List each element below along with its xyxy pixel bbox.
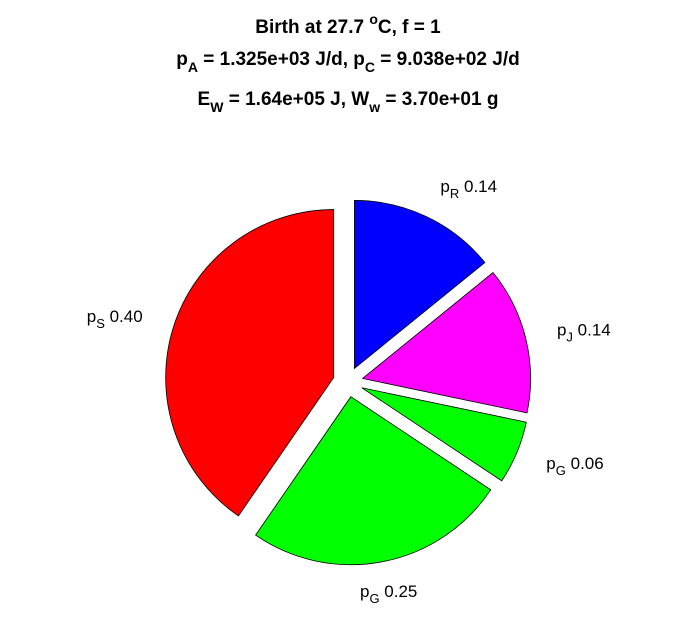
title-script: w bbox=[368, 99, 380, 115]
label-base: p bbox=[87, 308, 96, 327]
title-text: E bbox=[198, 89, 211, 110]
chart-title: Birth at 27.7 oC, f = 1 bbox=[255, 11, 441, 38]
label-base: p bbox=[440, 177, 449, 196]
label-base: p bbox=[557, 321, 566, 340]
title-text: Birth at 27.7 bbox=[255, 17, 369, 38]
chart-title: EW = 1.64e+05 J, Ww = 3.70e+01 g bbox=[198, 89, 499, 115]
pie-slice bbox=[361, 387, 527, 482]
title-text: = 3.70e+01 g bbox=[380, 89, 498, 110]
pie-slice bbox=[255, 396, 492, 566]
label-subscript: R bbox=[450, 186, 459, 201]
pie-slice bbox=[354, 200, 486, 370]
title-script: o bbox=[369, 11, 378, 27]
value-label: 0.14 bbox=[578, 321, 611, 340]
label-base: p bbox=[546, 455, 555, 474]
label-subscript: S bbox=[96, 317, 105, 332]
title-text: = 9.038e+02 J/d bbox=[375, 49, 520, 70]
title-text: C, f = 1 bbox=[378, 17, 441, 38]
slice-label: pG 0.25 bbox=[360, 583, 417, 607]
label-base: p bbox=[360, 583, 369, 602]
title-text: = 1.64e+05 J, W bbox=[223, 89, 369, 110]
title-script: A bbox=[188, 59, 198, 75]
value-label: 0.14 bbox=[464, 177, 497, 196]
label-subscript: G bbox=[556, 464, 566, 479]
slice-label: pR 0.14 bbox=[440, 177, 497, 201]
title-text: p bbox=[176, 49, 188, 70]
label-subscript: G bbox=[369, 592, 379, 607]
slice-label: pG 0.06 bbox=[546, 455, 603, 479]
title-text: = 1.325e+03 J/d, p bbox=[198, 49, 365, 70]
value-label: 0.40 bbox=[110, 308, 143, 327]
value-label: 0.25 bbox=[384, 583, 417, 602]
title-script: C bbox=[365, 59, 375, 75]
slice-label: pS 0.40 bbox=[87, 308, 143, 332]
label-subscript: J bbox=[566, 330, 573, 345]
title-script: W bbox=[210, 99, 224, 115]
pie-slice bbox=[165, 209, 335, 517]
pie-slice bbox=[361, 271, 531, 414]
slice-label: pJ 0.14 bbox=[557, 321, 611, 345]
chart-title: pA = 1.325e+03 J/d, pC = 9.038e+02 J/d bbox=[176, 49, 519, 75]
value-label: 0.06 bbox=[571, 455, 604, 474]
